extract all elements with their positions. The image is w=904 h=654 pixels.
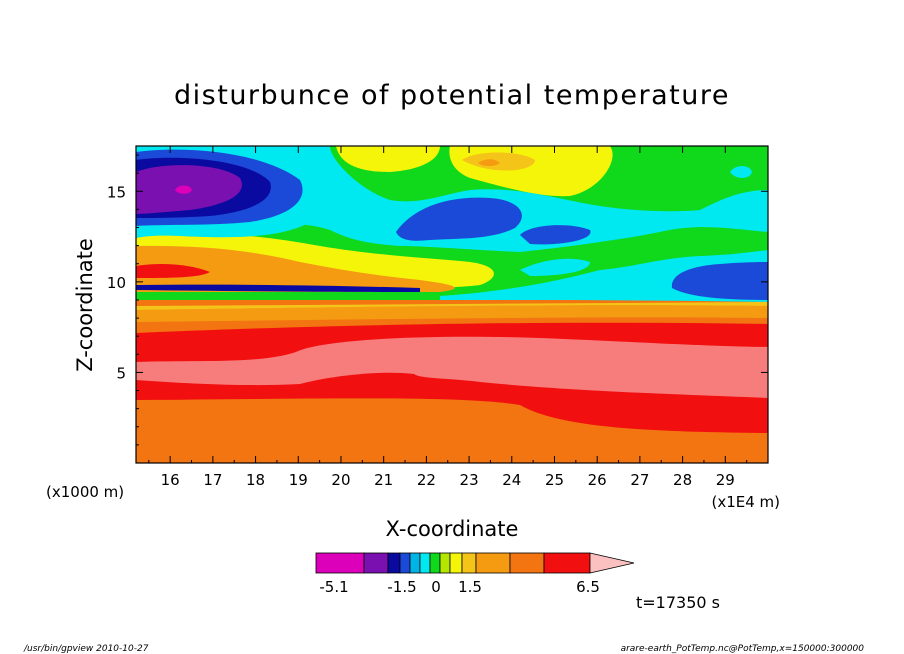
x-tick-label: 22 bbox=[417, 471, 436, 489]
colorbar-swatch bbox=[475, 552, 511, 574]
colorbar: -5.1 -1.5 0 1.5 6.5 bbox=[315, 552, 635, 596]
x-axis-label: X-coordinate bbox=[386, 517, 519, 541]
colorbar-swatch bbox=[449, 552, 463, 574]
colorbar-arrow bbox=[589, 552, 635, 574]
band-orange-dot bbox=[478, 159, 500, 166]
band-yellow-top bbox=[336, 146, 440, 172]
band-blue-right bbox=[671, 262, 768, 300]
x-tick-label: 17 bbox=[203, 471, 222, 489]
x-axis: 16 17 18 19 20 21 22 23 24 25 26 27 28 29 bbox=[148, 146, 748, 489]
band-yellow-strip bbox=[136, 302, 768, 310]
colorbar-swatch bbox=[387, 552, 401, 574]
x-tick-label: 25 bbox=[545, 471, 564, 489]
band-red-upper bbox=[136, 264, 210, 278]
x-tick-label: 19 bbox=[289, 471, 308, 489]
band-dark-line bbox=[136, 284, 420, 292]
x-tick-label: 29 bbox=[716, 471, 735, 489]
colorbar-swatch bbox=[461, 552, 477, 574]
colorbar-tick-label: -5.1 bbox=[319, 578, 348, 596]
y-tick-label: 5 bbox=[116, 364, 126, 382]
blob-cyan-right-top bbox=[730, 166, 752, 178]
footer-left: /usr/bin/gpview 2010-10-27 bbox=[23, 644, 149, 654]
band-orange-strip bbox=[136, 305, 768, 322]
y-tick-label: 15 bbox=[107, 183, 126, 201]
vortex-magenta bbox=[175, 185, 192, 194]
colorbar-tick-label: 6.5 bbox=[576, 578, 600, 596]
x-unit-note: (x1E4 m) bbox=[711, 493, 780, 511]
colorbar-tick-label: 0 bbox=[431, 578, 441, 596]
y-axis: 5 10 15 bbox=[107, 154, 768, 446]
colorbar-swatch bbox=[399, 552, 411, 574]
x-tick-label: 26 bbox=[588, 471, 607, 489]
x-tick-label: 20 bbox=[331, 471, 350, 489]
x-tick-label: 28 bbox=[673, 471, 692, 489]
colorbar-swatch bbox=[509, 552, 545, 574]
band-orange-upper bbox=[136, 245, 455, 292]
chart-title: disturbunce of potential temperature bbox=[174, 80, 730, 111]
band-salmon bbox=[136, 336, 768, 398]
colorbar-swatch bbox=[409, 552, 421, 574]
blob-blue-2 bbox=[520, 225, 591, 245]
footer-right: arare-earth_PotTemp.nc@PotTemp,x=150000:… bbox=[621, 644, 865, 654]
x-tick-label: 21 bbox=[374, 471, 393, 489]
x-tick-label: 23 bbox=[460, 471, 479, 489]
colorbar-swatch bbox=[439, 552, 451, 574]
x-tick-label: 27 bbox=[630, 471, 649, 489]
plot-area bbox=[136, 146, 768, 463]
x-tick-label: 24 bbox=[502, 471, 521, 489]
colorbar-swatch bbox=[429, 552, 441, 574]
plot-frame bbox=[135, 145, 769, 464]
y-unit-note: (x1000 m) bbox=[46, 483, 124, 501]
y-axis-label: Z-coordinate bbox=[73, 238, 97, 372]
y-tick-label: 10 bbox=[107, 274, 126, 292]
colorbar-swatch bbox=[315, 552, 365, 574]
colorbar-tick-label: -1.5 bbox=[387, 578, 416, 596]
x-tick-label: 18 bbox=[246, 471, 265, 489]
x-tick-label: 16 bbox=[161, 471, 180, 489]
band-orange-mid bbox=[462, 152, 535, 171]
time-label: t=17350 s bbox=[636, 593, 720, 612]
colorbar-swatch bbox=[363, 552, 389, 574]
blob-blue-1 bbox=[396, 197, 522, 241]
colorbar-swatch bbox=[419, 552, 431, 574]
colorbar-tick-label: 1.5 bbox=[458, 578, 482, 596]
colorbar-swatch bbox=[543, 552, 591, 574]
blob-cyan-3 bbox=[520, 258, 590, 276]
